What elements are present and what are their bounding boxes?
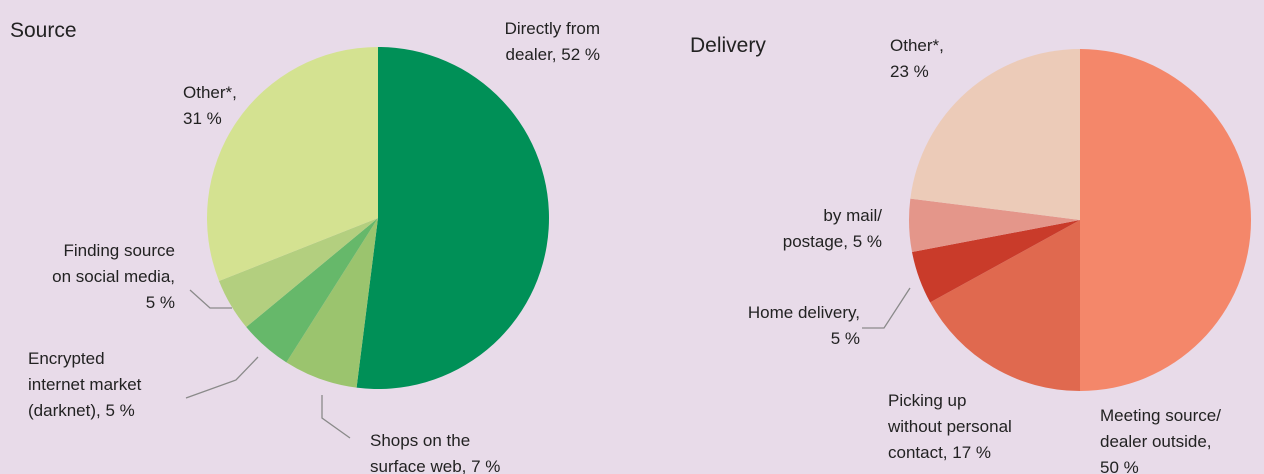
slice-label: Picking up — [888, 391, 966, 410]
pie-slice — [912, 220, 1080, 303]
pie-slice — [246, 218, 378, 363]
pie-slice — [286, 218, 378, 388]
slice-label: 50 % — [1100, 458, 1139, 474]
chart-title: Delivery — [690, 34, 766, 57]
slice-label: Other*, — [183, 83, 237, 102]
slice-label: Directly from — [505, 19, 600, 38]
leader-line — [189, 289, 232, 309]
pie-slice — [910, 49, 1080, 220]
slice-label: Finding source — [63, 241, 175, 260]
slice-label: Other*, — [890, 36, 944, 55]
slice-label: postage, 5 % — [783, 232, 882, 251]
leader-line — [321, 395, 351, 439]
pie-slice — [356, 47, 549, 389]
slice-label: internet market — [28, 375, 142, 394]
slice-label: Encrypted — [28, 349, 105, 368]
leader-line — [185, 356, 259, 399]
slice-label: 5 % — [146, 293, 175, 312]
pie-slice — [909, 198, 1080, 253]
slice-label: 5 % — [831, 329, 860, 348]
slice-label: 23 % — [890, 62, 929, 81]
slice-label: Home delivery, — [748, 303, 860, 322]
leader-line — [862, 287, 911, 329]
slice-label: Shops on the — [370, 431, 470, 450]
slice-label: by mail/ — [823, 206, 882, 225]
slice-label: dealer, 52 % — [505, 45, 600, 64]
pie-slice — [219, 218, 378, 327]
slice-label: 31 % — [183, 109, 222, 128]
slice-label: contact, 17 % — [888, 443, 991, 462]
slice-label: Meeting source/ — [1100, 406, 1221, 425]
slice-label: (darknet), 5 % — [28, 401, 135, 420]
slice-label: surface web, 7 % — [370, 457, 500, 474]
pie-slice — [930, 220, 1080, 391]
slice-label: on social media, — [52, 267, 175, 286]
chart-title: Source — [10, 19, 77, 42]
slice-label: dealer outside, — [1100, 432, 1212, 451]
slice-label: without personal — [887, 417, 1012, 436]
pie-slice — [206, 47, 378, 281]
pie-slice — [1080, 49, 1251, 391]
